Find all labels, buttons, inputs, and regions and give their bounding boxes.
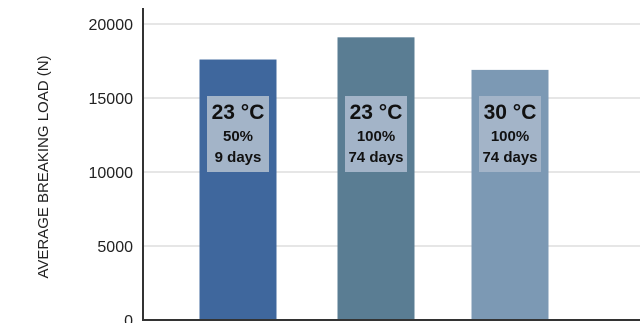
- y-tick-label: 10000: [89, 165, 134, 182]
- y-tick-label: 15000: [89, 91, 134, 108]
- bar: [337, 37, 415, 320]
- bar-label-box: [345, 96, 407, 172]
- y-tick-label: 5000: [97, 239, 133, 256]
- bar-label-box: [479, 96, 541, 172]
- bar-group: 23 °C 100% 74 days: [337, 37, 415, 320]
- y-tick-label: 0: [124, 313, 133, 323]
- bar-label-temperature: 30 °C: [484, 101, 537, 124]
- y-axis-label: AVERAGE BREAKING LOAD (N): [35, 55, 52, 278]
- y-tick-label: 20000: [89, 17, 134, 34]
- bar-label-box: [207, 96, 269, 172]
- bars: 23 °C 50% 9 days 23 °C 100% 74 days 30 °C 100% 7…: [199, 37, 549, 321]
- bar-label-humidity: 100%: [357, 128, 395, 145]
- bar-label-duration: 74 days: [348, 149, 403, 166]
- bar-label-duration: 74 days: [482, 149, 537, 166]
- bar-label-duration: 9 days: [215, 149, 262, 166]
- bar-label-humidity: 100%: [491, 128, 529, 145]
- bar-group: 30 °C 100% 74 days: [471, 69, 549, 320]
- bar-label-temperature: 23 °C: [350, 101, 403, 124]
- bar-label-humidity: 50%: [223, 128, 253, 145]
- bar-group: 23 °C 50% 9 days: [199, 59, 277, 321]
- axes: [142, 8, 640, 321]
- bar-label-temperature: 23 °C: [212, 101, 265, 124]
- y-axis-ticks: 0 5000 10000 15000 20000: [89, 17, 134, 323]
